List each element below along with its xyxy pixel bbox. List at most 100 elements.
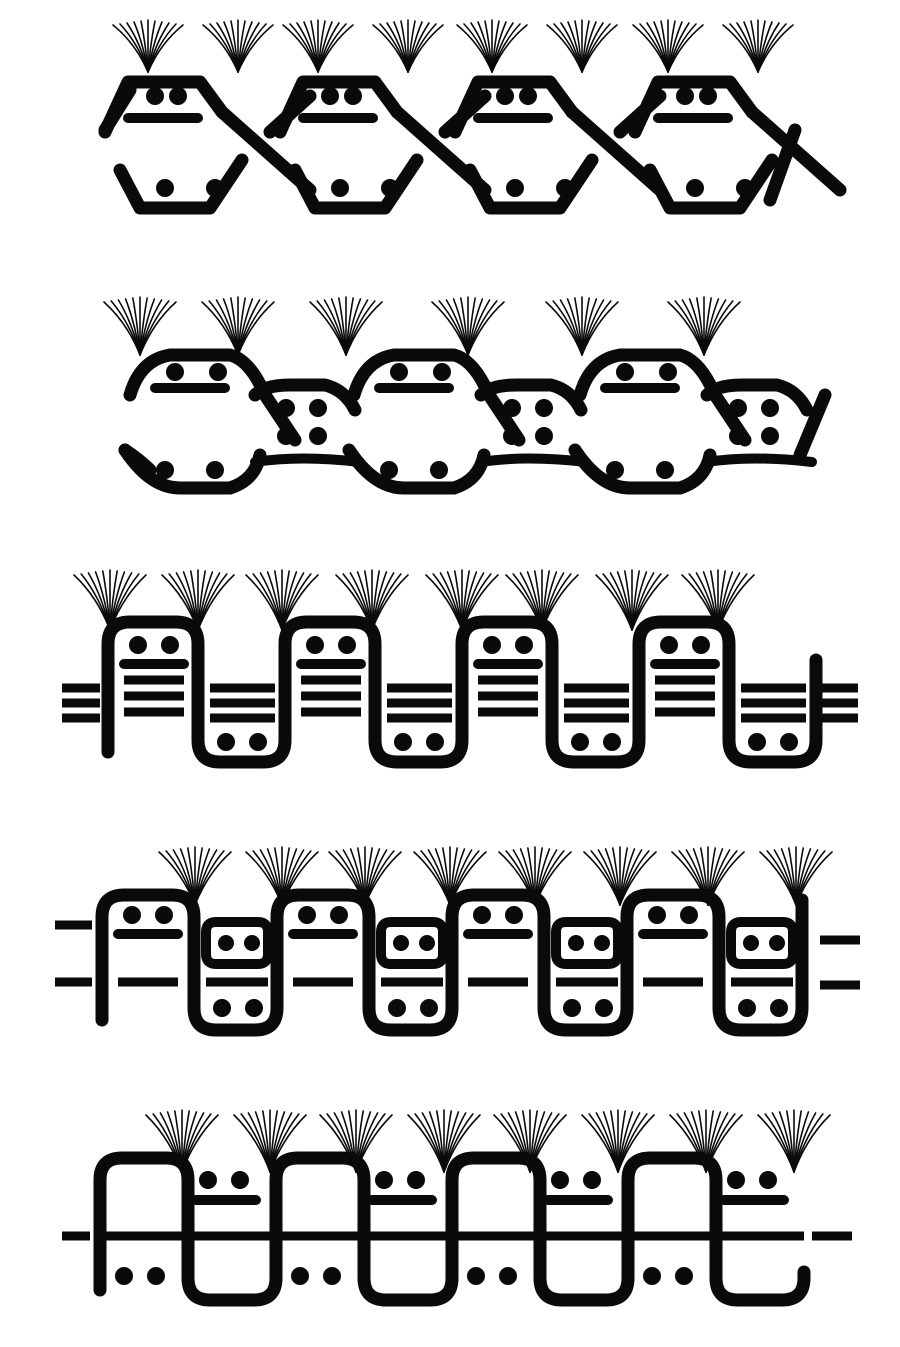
dot — [473, 906, 491, 924]
dot — [206, 461, 224, 479]
dot — [675, 1267, 693, 1285]
band-meander-triple-bars — [62, 569, 858, 769]
band-lead-in — [98, 83, 137, 137]
meander-line — [101, 615, 823, 769]
band-meander-single-bar — [62, 1109, 852, 1307]
dot — [659, 363, 677, 381]
dot — [206, 179, 224, 197]
dot — [606, 461, 624, 479]
feather-strand — [139, 301, 177, 356]
band-meander-double-bars — [55, 846, 860, 1037]
feather-tuft — [583, 846, 657, 906]
dot — [394, 733, 412, 751]
dot — [761, 427, 779, 445]
dot — [594, 935, 610, 951]
hexagon-upper-edge — [273, 75, 404, 139]
dot — [761, 399, 779, 417]
dot — [244, 935, 260, 951]
inner-box — [726, 917, 798, 969]
dot — [213, 999, 231, 1017]
feather-strand — [631, 574, 669, 631]
dot — [780, 733, 798, 751]
feather-tuft — [757, 1109, 831, 1173]
dot — [209, 363, 227, 381]
dot — [571, 733, 589, 751]
feather-strand — [407, 24, 444, 73]
feather-tuft — [112, 19, 184, 73]
feather-tuft — [431, 296, 505, 356]
dot — [338, 636, 356, 654]
dot — [738, 999, 756, 1017]
feather-strand — [619, 851, 657, 906]
feather-tuft — [372, 19, 444, 73]
dot — [277, 399, 295, 417]
dot — [433, 363, 451, 381]
feather-tuft — [632, 19, 704, 73]
dot — [419, 935, 435, 951]
dot — [467, 1267, 485, 1285]
meander-line — [93, 1151, 811, 1307]
feather-tuft — [667, 296, 741, 356]
small-hexagon-top — [248, 378, 362, 417]
dot — [344, 87, 362, 105]
dot — [155, 906, 173, 924]
dot — [505, 906, 523, 924]
dot — [563, 999, 581, 1017]
dot — [218, 935, 234, 951]
dot — [496, 87, 514, 105]
inner-box — [551, 917, 623, 969]
dot — [680, 906, 698, 924]
feather-strand — [581, 24, 618, 73]
hexagon-lower-edge — [288, 153, 424, 215]
feather-tuft — [545, 296, 619, 356]
dot — [146, 87, 164, 105]
dot — [156, 179, 174, 197]
feather-strand — [237, 301, 275, 356]
feather-strand — [443, 1114, 481, 1173]
dot — [568, 935, 584, 951]
dot — [426, 733, 444, 751]
dot — [249, 733, 267, 751]
dot — [503, 399, 521, 417]
meander-line — [95, 888, 809, 1037]
dot — [483, 636, 501, 654]
dot — [535, 427, 553, 445]
dot — [727, 1171, 745, 1189]
dot — [506, 179, 524, 197]
feather-strand — [147, 24, 184, 73]
dot — [556, 179, 574, 197]
dot — [298, 906, 316, 924]
feather-tuft — [456, 19, 528, 73]
feather-strand — [467, 301, 505, 356]
dot — [743, 935, 759, 951]
feather-strand — [757, 24, 794, 73]
dot — [595, 999, 613, 1017]
large-hexagon-top — [347, 348, 526, 447]
feather-strand — [197, 574, 235, 631]
feather-strand — [581, 301, 619, 356]
dot — [420, 999, 438, 1017]
dot — [309, 427, 327, 445]
dot — [519, 87, 537, 105]
dot — [161, 636, 179, 654]
dot — [291, 1267, 309, 1285]
inner-box — [376, 917, 448, 969]
dot — [375, 1171, 393, 1189]
dot — [231, 1171, 249, 1189]
band-alternating-hexagons — [103, 296, 832, 495]
dot — [321, 87, 339, 105]
band-lead-out — [793, 388, 832, 462]
dot — [769, 935, 785, 951]
dot — [551, 1171, 569, 1189]
dot — [759, 1171, 777, 1189]
large-hexagon-top — [573, 348, 752, 447]
band-lead-out — [763, 123, 802, 207]
dot — [729, 399, 747, 417]
feather-strand — [237, 24, 274, 73]
dot — [388, 999, 406, 1017]
dot — [643, 1267, 661, 1285]
feather-strand — [703, 301, 741, 356]
feather-strand — [491, 24, 528, 73]
interlace-diagonal — [745, 105, 847, 197]
feather-strand — [194, 851, 232, 906]
